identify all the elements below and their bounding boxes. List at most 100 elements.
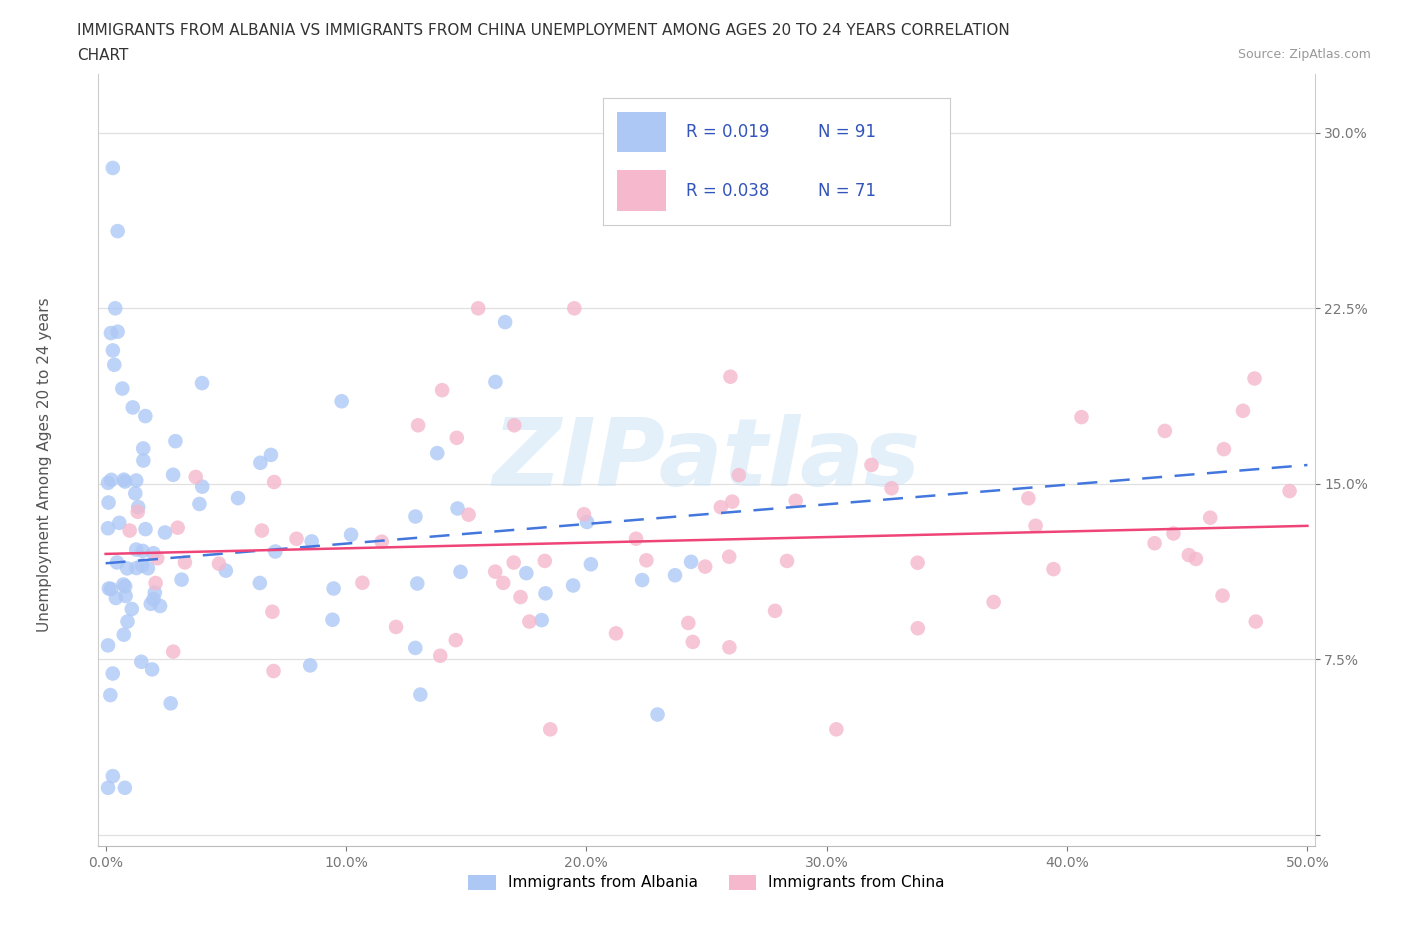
Point (509, 590, 531, 604)
Point (484, 565, 506, 579)
Point (159, 696, 181, 711)
Point (125, 473, 148, 488)
Point (101, 666, 124, 681)
Point (101, 769, 124, 784)
Point (446, 501, 468, 516)
Point (174, 555, 197, 570)
Point (533, 553, 555, 568)
Point (117, 614, 139, 629)
Point (101, 343, 124, 358)
Point (97, 581, 120, 596)
Point (127, 504, 149, 519)
Point (191, 376, 214, 391)
Point (406, 576, 429, 591)
Point (114, 474, 136, 489)
Point (250, 523, 273, 538)
Point (132, 453, 155, 468)
Point (1153, 423, 1175, 438)
Point (141, 662, 163, 677)
Point (340, 527, 363, 542)
Point (710, 499, 733, 514)
Point (385, 619, 408, 634)
Point (132, 441, 155, 456)
Point (149, 599, 172, 614)
Point (139, 596, 162, 611)
Text: CHART: CHART (77, 48, 129, 63)
Point (484, 375, 506, 390)
Point (97, 475, 120, 490)
Point (322, 581, 344, 596)
Point (429, 648, 451, 663)
Point (718, 369, 741, 384)
Point (907, 555, 929, 570)
Point (104, 301, 127, 316)
Point (114, 589, 136, 604)
Point (406, 418, 429, 432)
Point (1185, 551, 1208, 566)
Point (430, 383, 453, 398)
Text: Unemployment Among Ages 20 to 24 years: Unemployment Among Ages 20 to 24 years (38, 298, 52, 632)
Point (444, 632, 467, 647)
Point (170, 572, 193, 587)
Legend: Immigrants from Albania, Immigrants from China: Immigrants from Albania, Immigrants from… (463, 869, 950, 897)
Point (450, 565, 472, 579)
Point (624, 531, 647, 546)
Point (153, 525, 176, 540)
Point (1244, 614, 1267, 629)
Point (100, 326, 122, 340)
Point (352, 576, 374, 591)
Point (103, 357, 125, 372)
Point (299, 658, 322, 672)
Point (142, 591, 165, 606)
Point (100, 472, 122, 487)
Point (1243, 371, 1265, 386)
Point (457, 507, 479, 522)
Point (605, 626, 627, 641)
Point (105, 555, 128, 570)
Point (682, 634, 704, 649)
Point (191, 479, 214, 494)
Text: Source: ZipAtlas.com: Source: ZipAtlas.com (1237, 48, 1371, 61)
Point (494, 314, 516, 329)
Point (165, 433, 187, 448)
Point (104, 591, 127, 605)
Point (162, 468, 184, 483)
Point (1163, 526, 1185, 541)
Point (146, 551, 169, 565)
Point (112, 577, 135, 591)
Point (121, 602, 143, 617)
Point (264, 544, 287, 559)
Point (785, 493, 807, 508)
Point (1178, 548, 1201, 563)
Point (115, 561, 138, 576)
Point (503, 418, 526, 432)
Point (162, 644, 184, 659)
Point (111, 381, 134, 396)
Point (166, 520, 188, 535)
Point (301, 534, 323, 549)
Point (136, 561, 159, 576)
Point (695, 559, 717, 574)
Point (371, 534, 394, 549)
Point (562, 578, 585, 593)
Point (125, 542, 148, 557)
Point (1278, 484, 1301, 498)
Point (1025, 518, 1047, 533)
Point (107, 224, 129, 239)
Point (1042, 562, 1064, 577)
Point (142, 546, 165, 561)
Point (226, 491, 249, 506)
Point (718, 550, 741, 565)
Point (1212, 442, 1234, 457)
Point (121, 400, 143, 415)
Point (97, 780, 120, 795)
Point (860, 458, 883, 472)
Point (112, 627, 135, 642)
Point (579, 557, 602, 572)
Point (107, 325, 129, 339)
Point (1143, 536, 1166, 551)
Point (215, 564, 238, 578)
Point (114, 780, 136, 795)
Point (127, 499, 149, 514)
Text: IMMIGRANTS FROM ALBANIA VS IMMIGRANTS FROM CHINA UNEMPLOYMENT AMONG AGES 20 TO 2: IMMIGRANTS FROM ALBANIA VS IMMIGRANTS FR… (77, 23, 1010, 38)
